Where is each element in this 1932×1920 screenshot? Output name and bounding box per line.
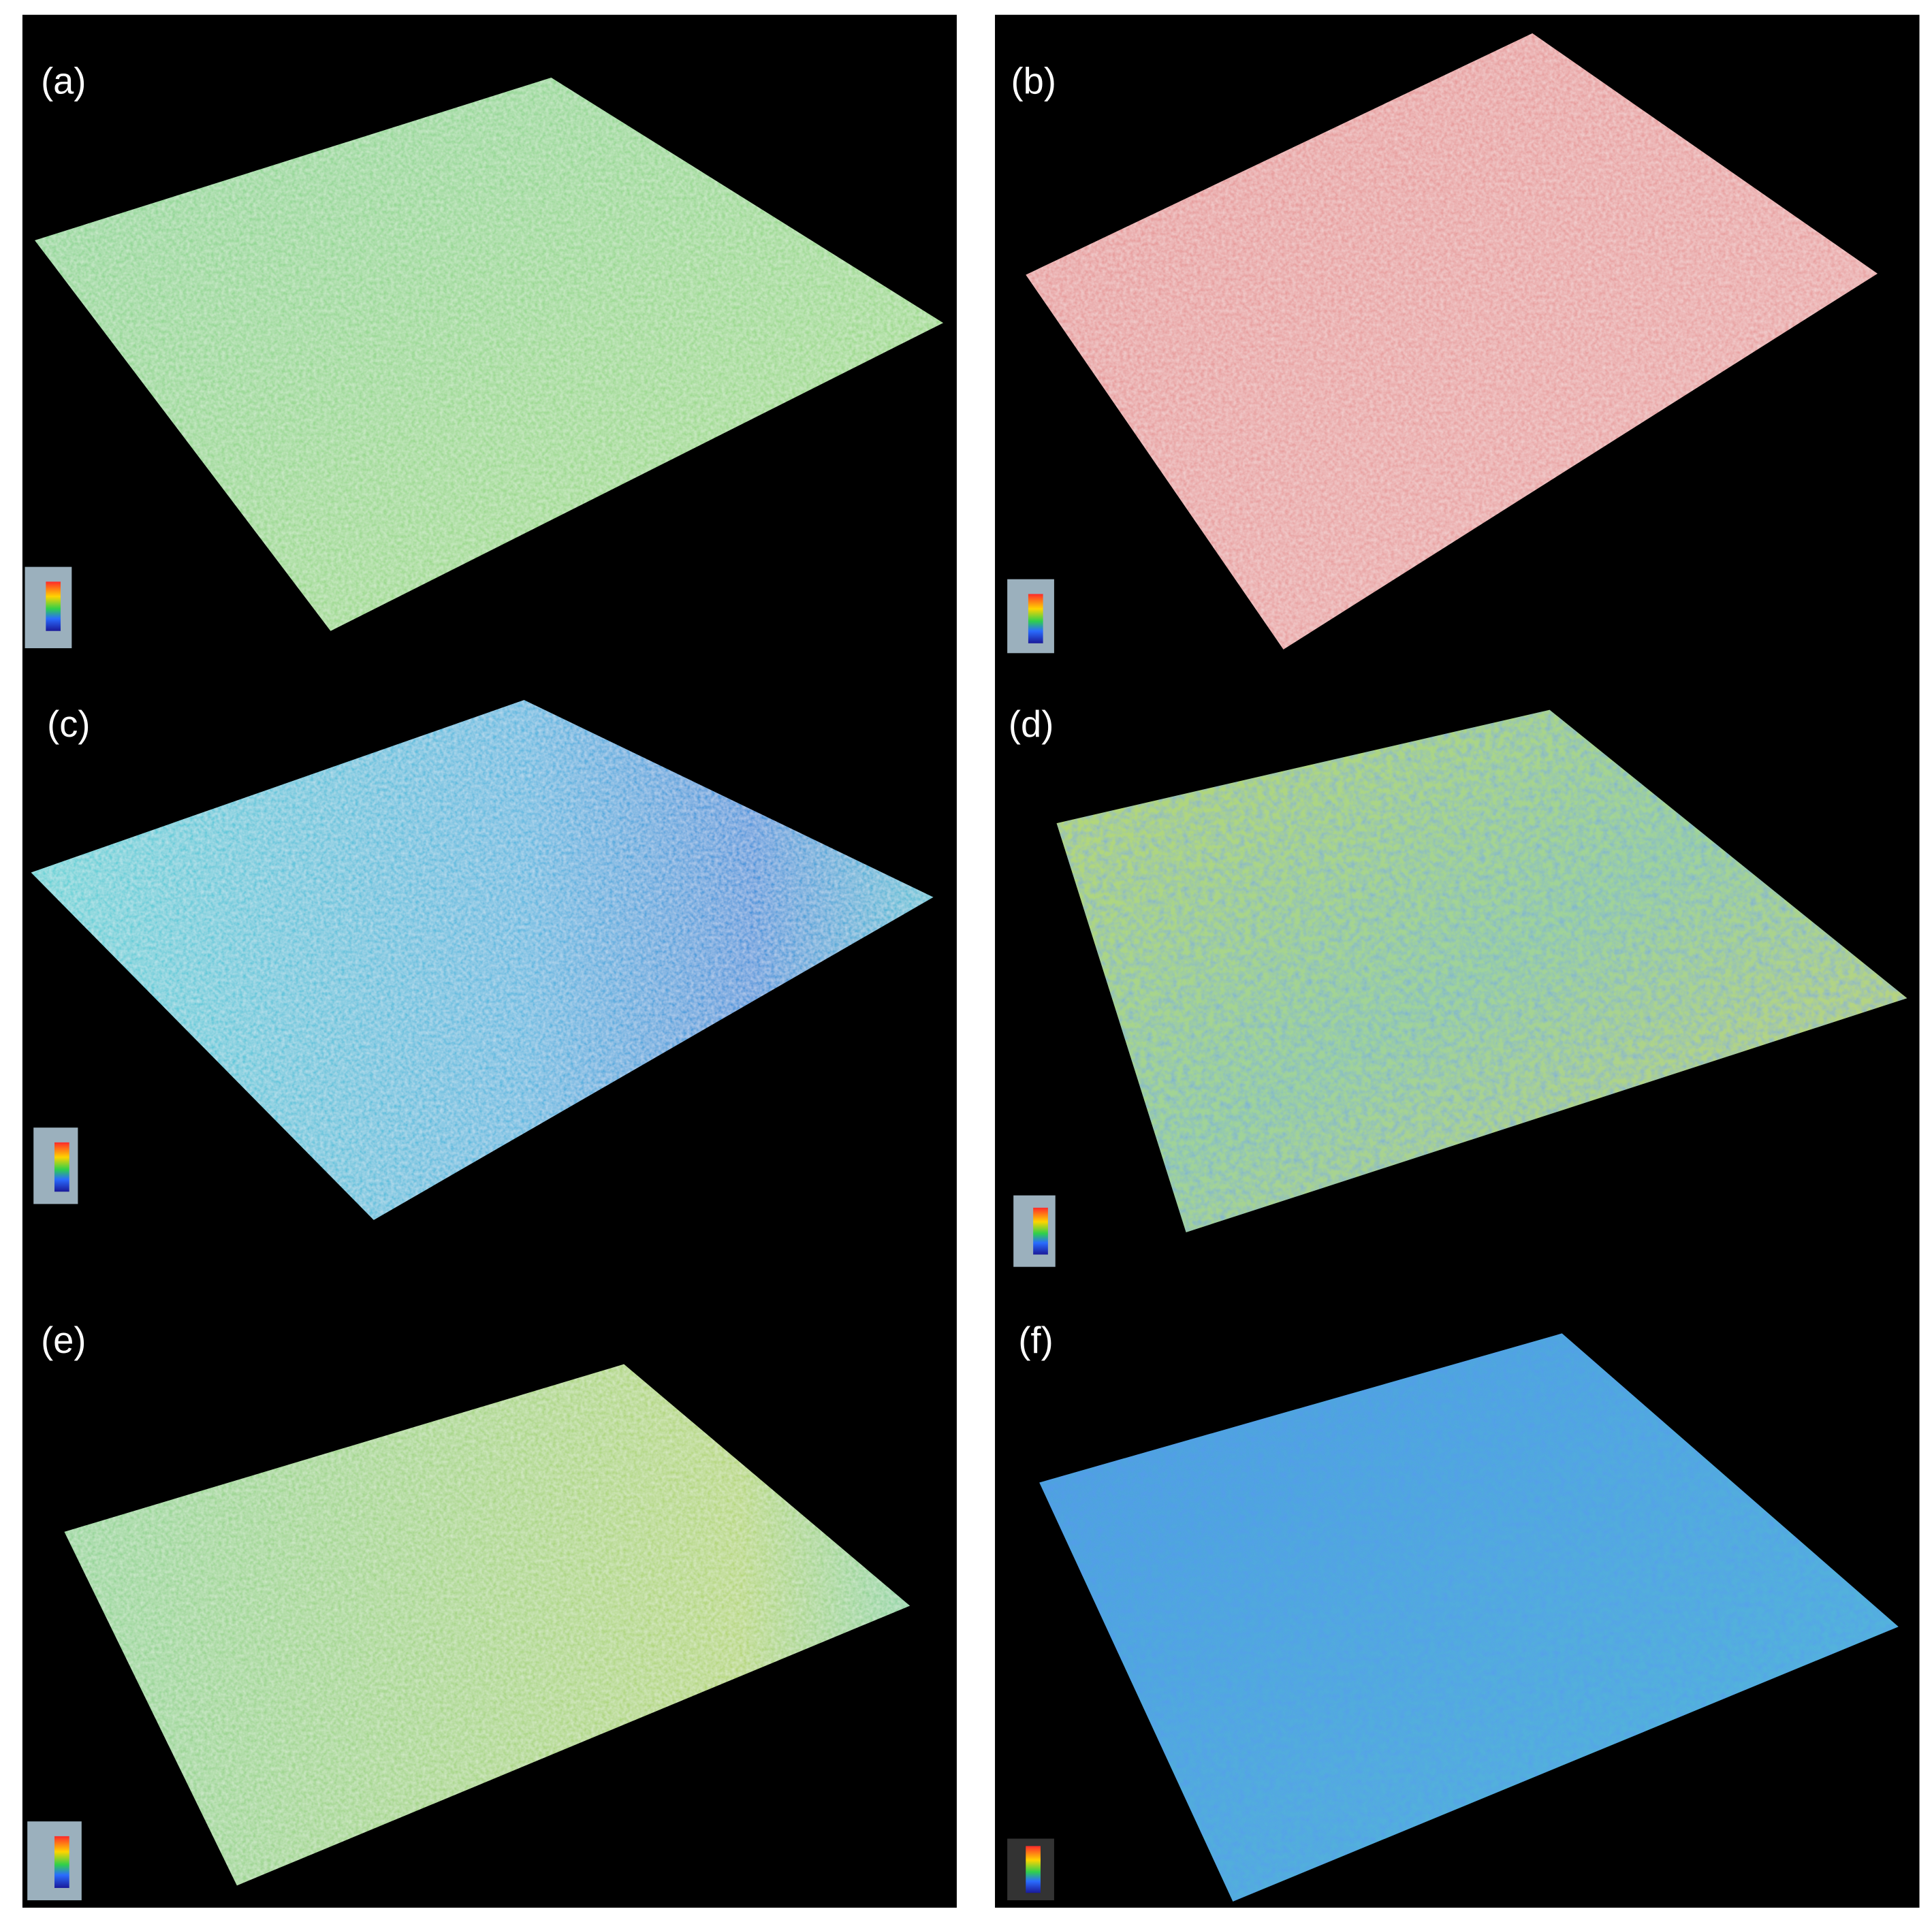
color-scale-bar — [1028, 594, 1043, 643]
color-scale-bar — [54, 1142, 69, 1192]
color-scale-bar — [54, 1836, 69, 1888]
color-scale-bar — [1033, 1207, 1048, 1255]
color-scale-bar — [46, 581, 61, 631]
surface-f — [1039, 1333, 1899, 1902]
color-scales — [25, 566, 1056, 1901]
surface-b — [1026, 33, 1878, 650]
panel-label: (a) — [41, 60, 86, 101]
panel-label: (e) — [41, 1319, 86, 1361]
panel-label: (f) — [1018, 1319, 1053, 1361]
panel-label: (c) — [47, 703, 90, 745]
surface-d — [1056, 709, 1907, 1233]
surface-e — [64, 1364, 910, 1886]
surface-c — [31, 700, 934, 1220]
panel-label: (b) — [1011, 60, 1056, 101]
color-scale-bar — [1026, 1846, 1041, 1893]
panel-label: (d) — [1009, 703, 1054, 745]
surface-a — [35, 78, 944, 631]
